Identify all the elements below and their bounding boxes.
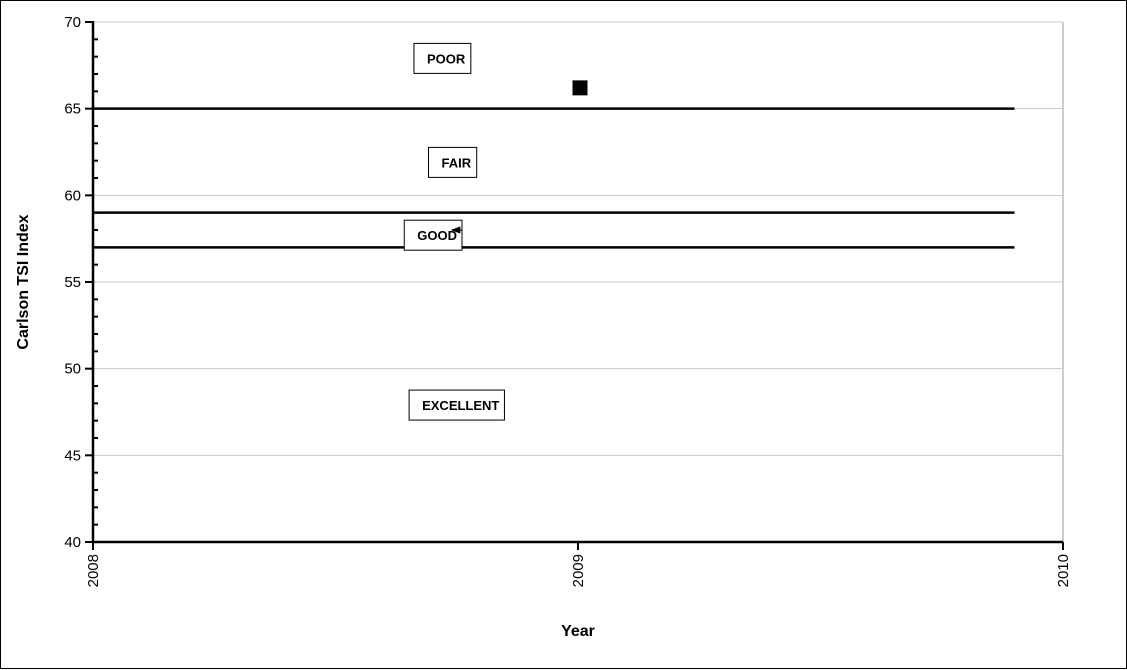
y-tick-label-50: 50 bbox=[64, 361, 81, 378]
data-point-2009 bbox=[572, 80, 588, 96]
x-axis-title: Year bbox=[561, 623, 595, 640]
zone-annotation-excellent: EXCELLENT bbox=[408, 389, 505, 421]
zone-annotation-fair: FAIR bbox=[428, 146, 478, 178]
y-tick-label-45: 45 bbox=[64, 447, 81, 464]
zone-annotation-good: GOOD bbox=[403, 219, 463, 251]
zone-label-text: GOOD bbox=[417, 228, 457, 243]
annotations: POOR FAIR GOOD EXCELLENT bbox=[403, 42, 505, 421]
x-tick-label-2010: 2010 bbox=[1055, 554, 1072, 587]
zone-label-box bbox=[408, 389, 505, 421]
zone-label-text: EXCELLENT bbox=[422, 398, 499, 413]
x-tick-label-2008: 2008 bbox=[85, 554, 102, 587]
zone-label-box bbox=[413, 42, 472, 74]
y-tick-label-65: 65 bbox=[64, 101, 81, 118]
zone-annotation-poor: POOR bbox=[413, 42, 472, 74]
zone-label-text: POOR bbox=[427, 51, 466, 66]
y-tick-label-60: 60 bbox=[64, 187, 81, 204]
y-axis-title: Carlson TSI Index bbox=[15, 214, 32, 349]
gridlines bbox=[93, 21, 1064, 542]
x-tick-label-2009: 2009 bbox=[570, 554, 587, 587]
y-tick-label-70: 70 bbox=[64, 14, 81, 31]
zone-label-box bbox=[403, 219, 463, 251]
reference-lines bbox=[93, 107, 1015, 249]
zone-label-box bbox=[428, 146, 478, 178]
axes: 40 45 50 55 60 65 70 2008 2009 2010 bbox=[64, 14, 1072, 587]
y-tick-label-40: 40 bbox=[64, 534, 81, 551]
zone-label-text: FAIR bbox=[442, 155, 472, 170]
y-tick-label-55: 55 bbox=[64, 274, 81, 291]
data-points bbox=[572, 80, 588, 96]
